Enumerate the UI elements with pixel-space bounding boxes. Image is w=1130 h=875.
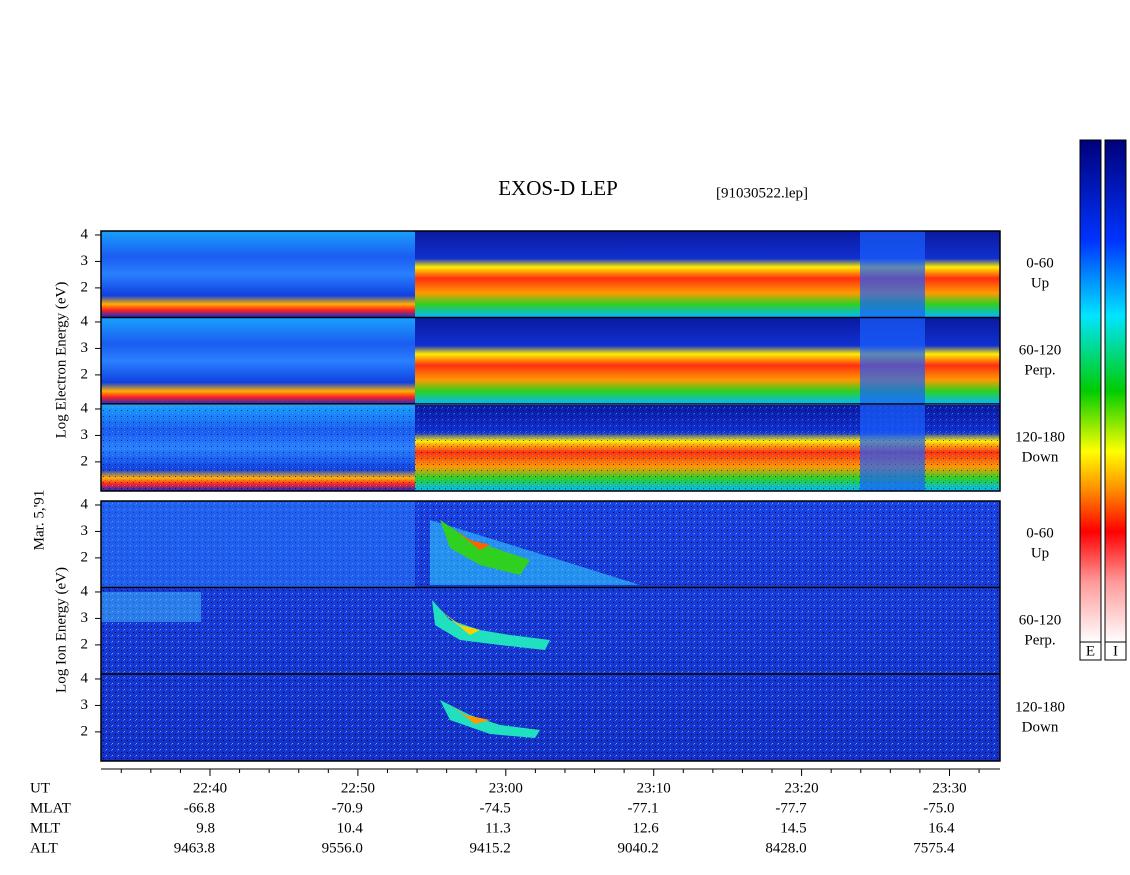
electron-axis-label: Log Electron Energy (eV) <box>53 282 69 439</box>
x-tick-label: 22:40 <box>193 780 227 796</box>
ephemeris-value: -75.0 <box>923 800 954 816</box>
x-tick-label: 23:20 <box>785 780 819 796</box>
x-tick-label: 23:30 <box>932 780 966 796</box>
y-tick-label: 3 <box>81 340 89 356</box>
colorbar-label: E <box>1086 643 1095 659</box>
channel-range: 120-180 <box>1015 699 1065 715</box>
y-tick-label: 2 <box>81 366 89 382</box>
file-name: [91030522.lep] <box>716 185 808 201</box>
ephemeris-value: -77.1 <box>627 800 658 816</box>
ephemeris-value: 9040.2 <box>617 840 658 856</box>
electron-panels <box>101 231 1000 491</box>
date-label: Mar. 5,'91 <box>31 490 47 551</box>
channel-range: 60-120 <box>1019 612 1062 628</box>
ephemeris-value: 16.4 <box>928 820 955 836</box>
ephemeris-value: 7575.4 <box>913 840 955 856</box>
ephemeris-value: 9556.0 <box>322 840 363 856</box>
channel-direction: Down <box>1022 449 1059 465</box>
ephemeris-value: -74.5 <box>480 800 511 816</box>
channel-direction: Perp. <box>1024 362 1055 378</box>
channel-direction: Down <box>1022 719 1059 735</box>
y-tick-label: 4 <box>81 226 89 242</box>
ephemeris-value: 14.5 <box>780 820 806 836</box>
y-tick-label: 4 <box>81 670 89 686</box>
ephemeris-name: ALT <box>30 840 58 856</box>
x-tick-label: 22:50 <box>341 780 375 796</box>
ephemeris-value: 9463.8 <box>174 840 215 856</box>
x-tick-label: 23:10 <box>637 780 671 796</box>
ephemeris-value: -70.9 <box>332 800 363 816</box>
ion-panels <box>101 501 1000 761</box>
y-tick-label: 4 <box>81 313 89 329</box>
ephemeris-value: -77.7 <box>775 800 807 816</box>
channel-direction: Perp. <box>1024 632 1055 648</box>
panel-frames <box>100 230 1001 762</box>
channel-range: 0-60 <box>1026 255 1054 271</box>
channel-range: 120-180 <box>1015 429 1065 445</box>
ephemeris-value: 10.4 <box>337 820 364 836</box>
y-tick-label: 4 <box>81 583 89 599</box>
y-tick-label: 3 <box>81 253 89 269</box>
y-tick-label: 2 <box>81 453 89 469</box>
ephemeris-value: 9415.2 <box>470 840 511 856</box>
colorbar-label: I <box>1113 643 1118 659</box>
ephemeris-value: 9.8 <box>196 820 215 836</box>
ephemeris-name: UT <box>30 780 50 796</box>
chart-title: EXOS-D LEP <box>498 176 618 200</box>
ephemeris-value: 11.3 <box>485 820 511 836</box>
channel-direction: Up <box>1031 275 1049 291</box>
channel-range: 0-60 <box>1026 525 1054 541</box>
y-tick-label: 4 <box>81 400 89 416</box>
ephemeris-value: -66.8 <box>184 800 215 816</box>
channel-range: 60-120 <box>1019 342 1062 358</box>
y-tick-label: 3 <box>81 697 89 713</box>
x-tick-label: 23:00 <box>489 780 523 796</box>
ephemeris-value: 12.6 <box>632 820 659 836</box>
ephemeris-value: 8428.0 <box>765 840 806 856</box>
y-tick-label: 2 <box>81 549 89 565</box>
y-tick-label: 3 <box>81 427 89 443</box>
colorbars <box>1079 139 1127 661</box>
y-tick-label: 2 <box>81 723 89 739</box>
ephemeris-name: MLT <box>30 820 60 836</box>
y-tick-label: 2 <box>81 636 89 652</box>
y-tick-label: 3 <box>81 523 89 539</box>
y-tick-label: 3 <box>81 610 89 626</box>
ephemeris-name: MLAT <box>30 800 71 816</box>
y-tick-label: 4 <box>81 496 89 512</box>
channel-direction: Up <box>1031 545 1049 561</box>
spectrogram-images <box>101 231 1000 761</box>
ion-axis-label: Log Ion Energy (eV) <box>53 567 69 693</box>
y-tick-label: 2 <box>81 279 89 295</box>
